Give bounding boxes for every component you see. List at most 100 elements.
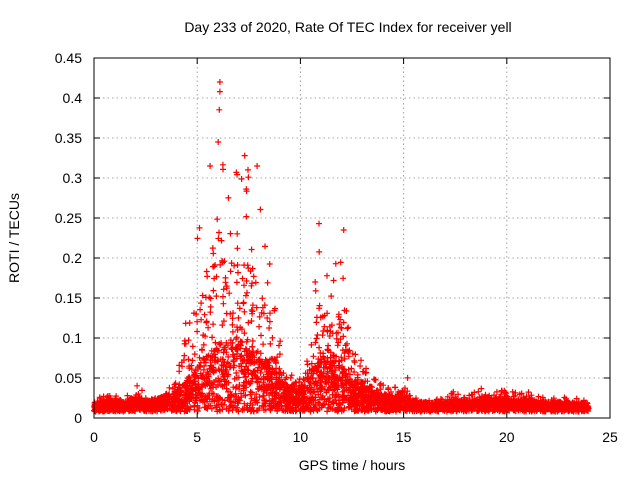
data-point	[157, 406, 164, 413]
data-point	[563, 395, 569, 402]
data-point	[254, 375, 261, 382]
data-point	[179, 382, 186, 389]
data-point	[241, 308, 248, 315]
data-point	[256, 394, 263, 400]
data-point	[525, 402, 532, 409]
data-point	[201, 356, 208, 362]
data-point	[329, 330, 336, 337]
data-point	[242, 345, 249, 352]
data-point	[125, 404, 132, 411]
data-point	[245, 174, 252, 181]
data-point	[226, 405, 233, 411]
data-point	[154, 401, 161, 408]
data-point	[302, 370, 309, 377]
data-point	[331, 386, 338, 393]
data-point	[181, 337, 188, 344]
data-point	[411, 405, 418, 412]
data-point	[216, 106, 223, 113]
data-point	[293, 379, 300, 386]
data-point	[327, 354, 334, 361]
data-point	[207, 402, 214, 409]
data-point	[162, 394, 169, 400]
data-point	[317, 385, 324, 392]
data-point	[566, 402, 573, 409]
data-point	[249, 343, 256, 350]
data-point	[308, 341, 315, 348]
data-point	[351, 408, 358, 415]
data-point	[177, 389, 184, 396]
data-point	[225, 371, 232, 378]
data-point	[199, 292, 206, 299]
data-point	[354, 371, 361, 378]
data-point	[161, 394, 168, 401]
data-point	[234, 230, 241, 237]
data-point	[205, 352, 212, 359]
data-point	[370, 395, 377, 402]
data-point	[191, 369, 198, 376]
data-point	[316, 248, 323, 255]
data-point	[249, 302, 256, 309]
data-point	[584, 407, 591, 414]
data-point	[223, 339, 230, 346]
data-point	[203, 319, 210, 326]
data-point	[463, 397, 470, 404]
data-point	[290, 398, 297, 405]
y-tick-label: 0.45	[55, 50, 82, 66]
data-point	[545, 399, 552, 406]
data-point	[345, 324, 352, 331]
data-point	[336, 393, 343, 400]
data-point	[522, 407, 528, 414]
data-point	[242, 363, 249, 370]
data-point	[241, 330, 248, 337]
data-point	[257, 369, 264, 376]
data-point	[329, 360, 336, 367]
data-point	[250, 273, 257, 280]
data-point	[134, 382, 141, 389]
data-point	[308, 396, 315, 403]
data-point	[209, 396, 216, 402]
data-point	[199, 346, 205, 353]
data-point	[404, 374, 411, 381]
data-point	[313, 335, 320, 342]
data-point	[415, 407, 422, 414]
data-point	[234, 404, 241, 411]
data-point	[379, 406, 386, 413]
data-point	[244, 289, 250, 296]
data-point	[201, 404, 208, 411]
data-point	[429, 400, 436, 407]
data-point	[100, 393, 107, 400]
data-point	[252, 279, 259, 286]
data-point	[218, 339, 225, 346]
data-point	[273, 376, 279, 383]
data-point	[229, 321, 236, 328]
data-point	[248, 395, 255, 402]
data-point	[278, 372, 285, 379]
data-point	[206, 294, 213, 301]
data-point	[178, 359, 185, 366]
data-point	[484, 397, 491, 404]
data-point	[210, 321, 217, 328]
chart-title: Day 233 of 2020, Rate Of TEC Index for r…	[184, 19, 511, 35]
data-point	[395, 399, 402, 406]
data-point	[193, 311, 200, 317]
data-point	[240, 300, 247, 307]
data-point	[340, 333, 347, 340]
data-point	[276, 351, 283, 358]
data-point	[199, 381, 206, 388]
data-point	[292, 402, 299, 409]
y-tick-label: 0.05	[55, 370, 82, 386]
data-point	[316, 302, 323, 309]
data-point	[270, 384, 277, 391]
y-tick-label: 0.1	[63, 330, 83, 346]
data-point	[333, 335, 340, 342]
data-point	[192, 385, 199, 392]
data-point	[381, 391, 388, 398]
data-point	[343, 386, 350, 393]
data-point	[157, 398, 164, 405]
data-point	[264, 364, 271, 371]
data-point	[210, 369, 217, 376]
data-point	[499, 396, 506, 402]
data-point	[194, 318, 201, 325]
data-point	[197, 359, 204, 366]
